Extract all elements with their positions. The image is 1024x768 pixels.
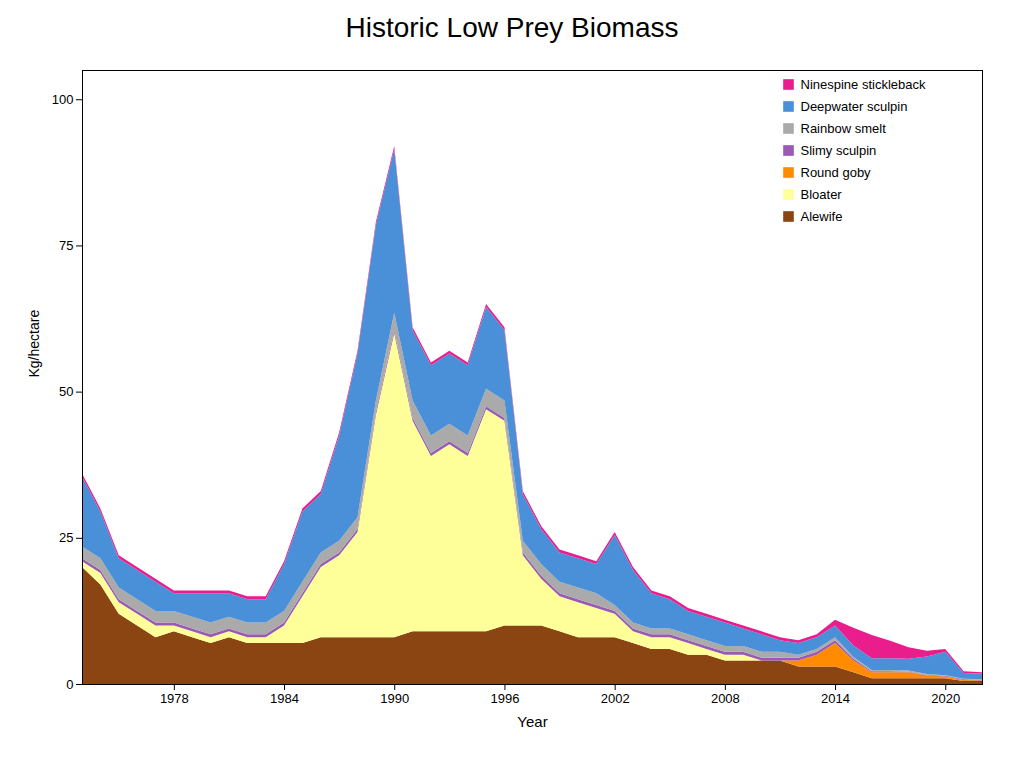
svg-text:Rainbow smelt: Rainbow smelt [801, 121, 887, 136]
svg-text:Slimy sculpin: Slimy sculpin [801, 143, 877, 158]
svg-text:50: 50 [59, 384, 73, 399]
svg-text:Bloater: Bloater [801, 187, 843, 202]
svg-text:75: 75 [59, 238, 73, 253]
svg-text:1978: 1978 [160, 691, 189, 706]
svg-text:100: 100 [52, 92, 74, 107]
svg-text:1984: 1984 [270, 691, 299, 706]
svg-text:25: 25 [59, 530, 73, 545]
svg-text:Round goby: Round goby [801, 165, 872, 180]
svg-text:Year: Year [517, 713, 547, 730]
svg-text:2002: 2002 [601, 691, 630, 706]
svg-text:Ninespine stickleback: Ninespine stickleback [801, 77, 927, 92]
svg-text:Deepwater sculpin: Deepwater sculpin [801, 99, 908, 114]
svg-text:Kg/hectare: Kg/hectare [26, 310, 42, 378]
html-text:Historic Low Prey Biomass: Historic Low Prey Biomass [345, 12, 679, 43]
svg-text:2008: 2008 [711, 691, 740, 706]
svg-text:1996: 1996 [490, 691, 519, 706]
svg-text:2014: 2014 [821, 691, 850, 706]
svg-text:Alewife: Alewife [801, 209, 843, 224]
svg-text:2020: 2020 [931, 691, 960, 706]
svg-text:0: 0 [66, 677, 73, 692]
svg-text:1990: 1990 [380, 691, 409, 706]
